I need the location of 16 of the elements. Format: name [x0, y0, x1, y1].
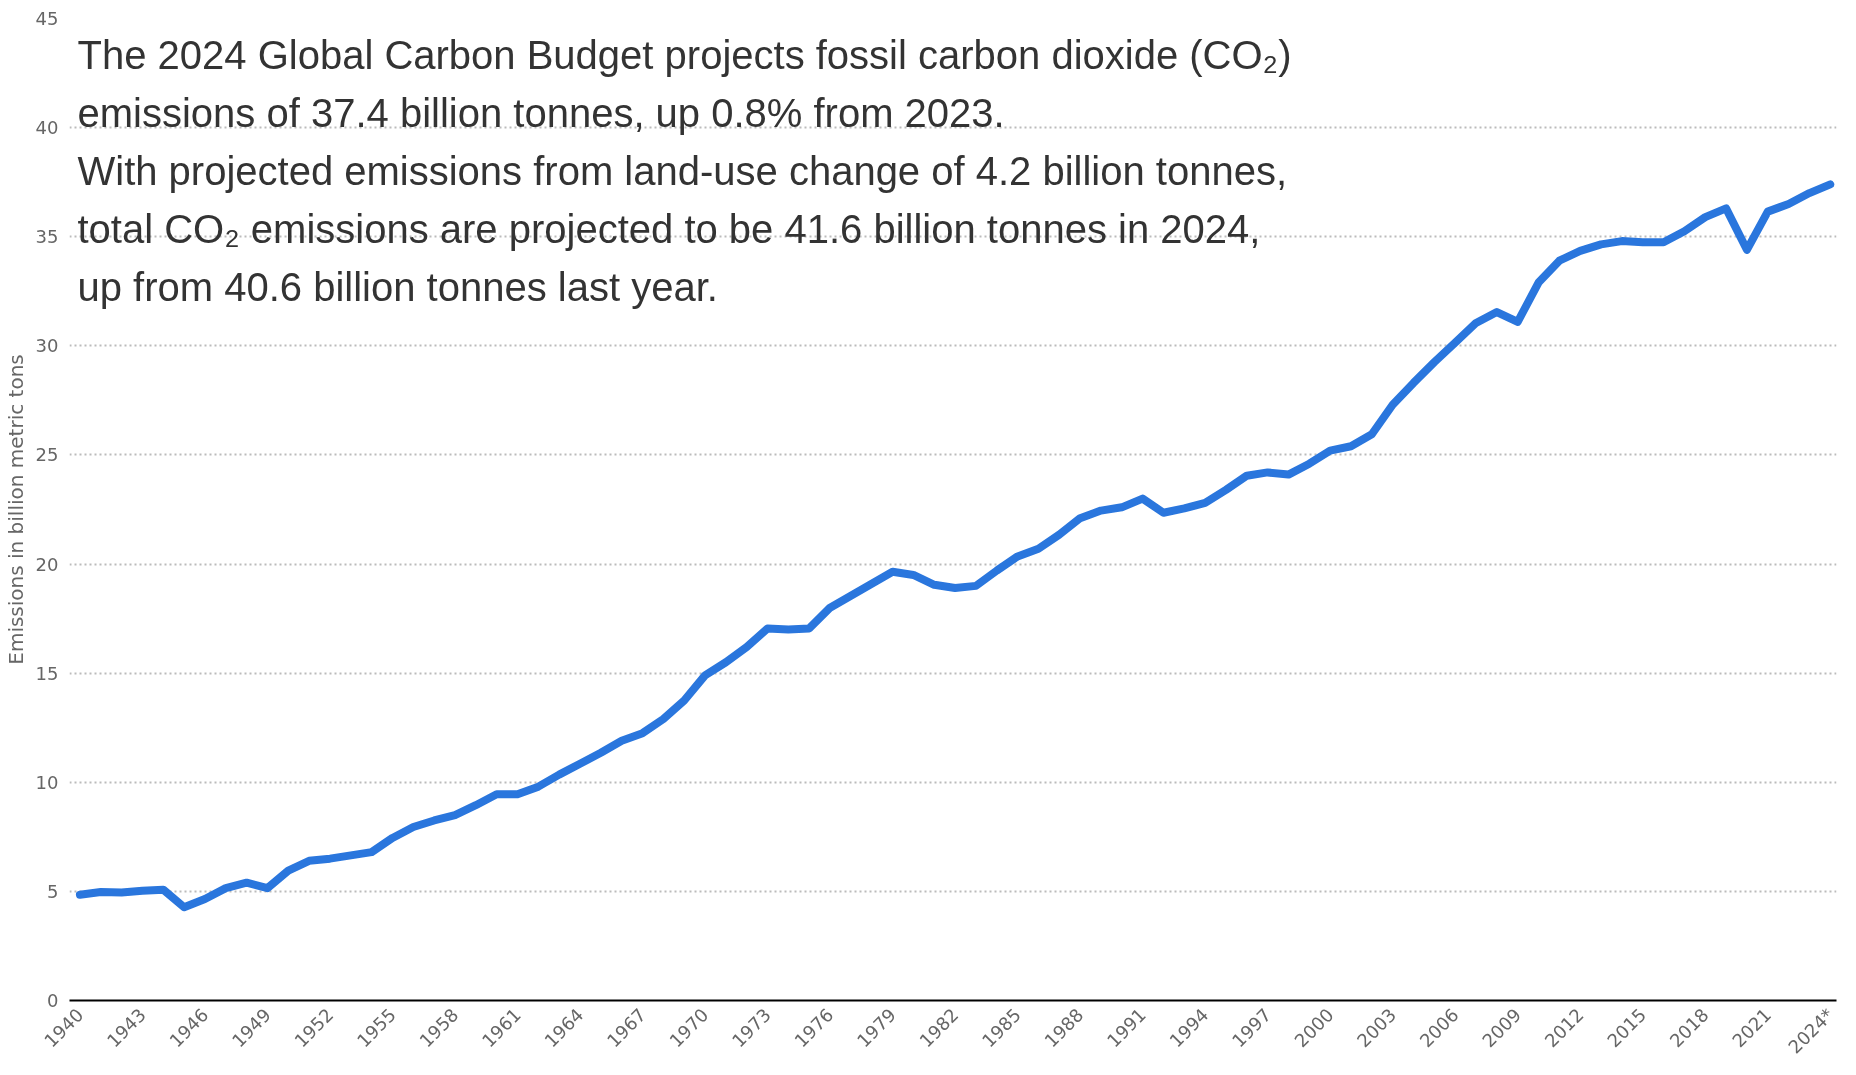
y-tick-label: 0: [47, 990, 59, 1011]
y-tick-label: 40: [35, 117, 59, 139]
y-tick-label: 25: [35, 444, 59, 466]
y-tick-label: 20: [35, 553, 59, 575]
annotation: up from 40.6 billion tonnes last year.: [77, 264, 718, 309]
y-tick-label: 30: [35, 335, 59, 357]
y-tick-label: 45: [35, 8, 59, 29]
y-tick-label: 35: [35, 226, 59, 248]
annotation: total CO₂ emissions are projected to be 41.6 billion tonnes in 2024,: [77, 206, 1261, 251]
annotation: With projected emissions from land-use change of 4.2 billion tonnes,: [77, 148, 1288, 193]
y-tick-label: 5: [47, 880, 59, 902]
annotation: The 2024 Global Carbon Budget projects fossil carbon dioxide (CO₂): [77, 32, 1292, 77]
y-tick-label: 15: [35, 662, 59, 684]
y-axis-title: Emissions in billion metric tons: [3, 354, 28, 665]
y-tick-label: 10: [35, 771, 59, 793]
annotation: emissions of 37.4 billion tonnes, up 0.8% from 2023.: [77, 90, 1005, 135]
